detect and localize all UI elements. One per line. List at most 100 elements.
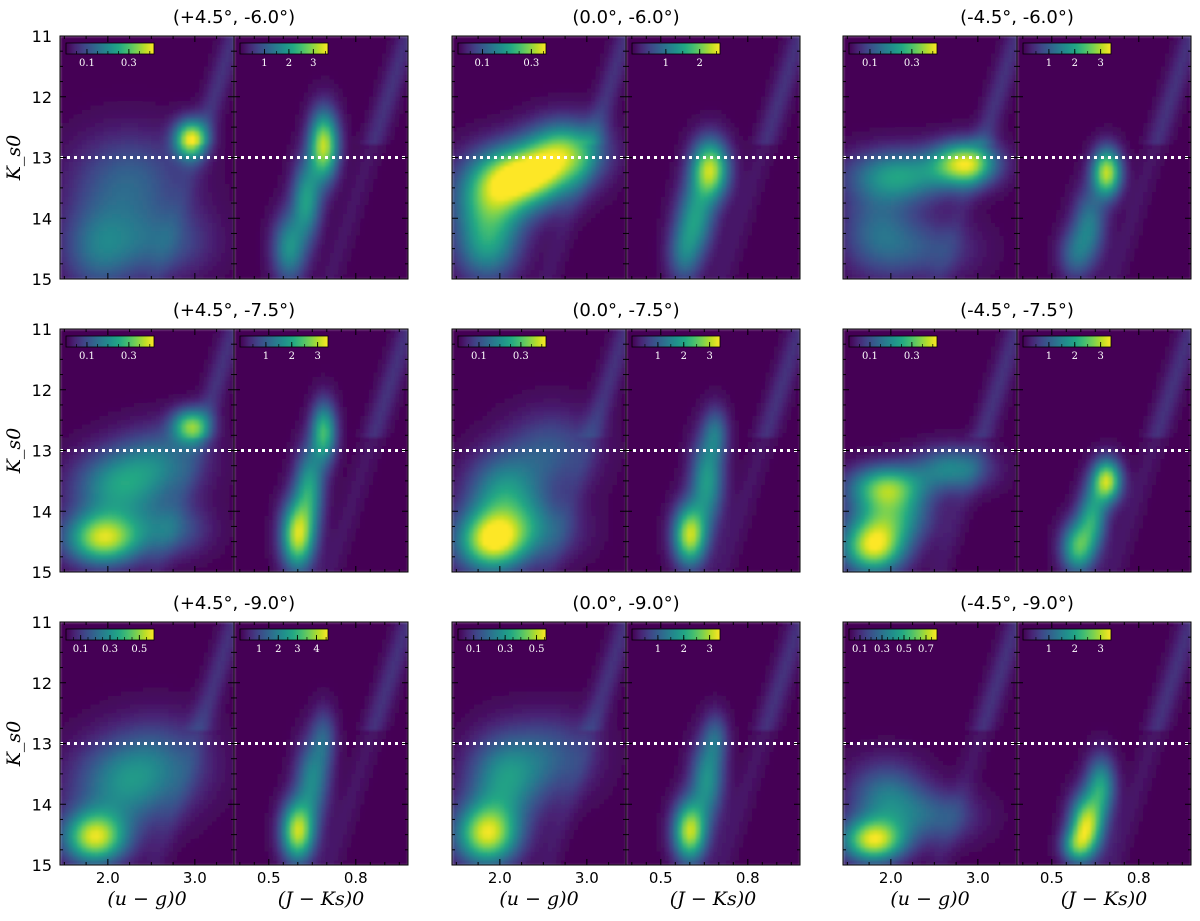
colorbar-tick-label: 2 (1072, 58, 1078, 69)
panel-4: (0.0°, -7.5°) (572, 300, 679, 321)
colorbar-tick-label: 1 (256, 644, 262, 655)
colorbar-tick-label: 0.1 (862, 58, 878, 69)
y-tick-label: 15 (32, 856, 52, 875)
colorbar-tick-label: 0.1 (466, 644, 482, 655)
colorbar-tick-label: 3 (294, 644, 300, 655)
x-tick-label: 3.0 (183, 869, 207, 887)
y-tick-label: 14 (32, 209, 52, 228)
y-axis-label-text: K_s0 (3, 721, 25, 768)
colorbar-tick-label: 0.3 (523, 58, 539, 69)
colorbar-tick-label: 2 (275, 644, 281, 655)
colorbar-tick-label: 0.1 (474, 58, 490, 69)
x-tick-label: 3.0 (575, 869, 599, 887)
colorbar-tick-label: 1 (655, 644, 661, 655)
subplot-left-6: 0.1 0.3 0.5 (60, 622, 235, 866)
colorbar (66, 43, 154, 54)
colorbar (849, 336, 937, 347)
x-tick-label: 0.5 (649, 869, 673, 887)
y-tick-label: 12 (32, 381, 52, 400)
y-tick-label: 11 (32, 27, 52, 46)
panel-title: (-4.5°, -7.5°) (960, 300, 1074, 321)
panel-title: (-4.5°, -6.0°) (960, 7, 1074, 28)
subplot-right-6: 1 2 3 4 (234, 622, 409, 866)
colorbar-tick-label: 0.1 (73, 644, 89, 655)
x-tick-label: 0.8 (736, 869, 760, 887)
panel-title: (0.0°, -6.0°) (572, 7, 679, 28)
colorbar (240, 629, 328, 640)
x-tick-label: 0.8 (1127, 869, 1151, 887)
panel-title: (+4.5°, -6.0°) (173, 7, 295, 28)
panel-title: (+4.5°, -9.0°) (173, 593, 295, 614)
subplot-left-7: 0.1 0.3 0.5 (452, 622, 627, 866)
y-axis-label-text: K_s0 (3, 428, 25, 475)
colorbar-tick-label: 2 (1072, 351, 1078, 362)
colorbar-tick-label: 0.7 (918, 644, 934, 655)
y-axis-label: K_s0 (3, 721, 25, 768)
panel-5: (-4.5°, -7.5°) (960, 300, 1074, 321)
y-tick-label: 11 (32, 613, 52, 632)
colorbar-tick-label: 1 (1046, 644, 1052, 655)
colorbar-tick-label: 1 (261, 58, 267, 69)
colorbar (458, 629, 546, 640)
colorbar-tick-label: 0.3 (102, 644, 118, 655)
colorbar-tick-label: 3 (1097, 58, 1103, 69)
colorbar-tick-label: 3 (706, 644, 712, 655)
y-tick-label: 12 (32, 88, 52, 107)
y-tick-label: 13 (32, 149, 52, 168)
colorbar-tick-label: 0.5 (131, 644, 147, 655)
colorbar-tick-label: 0.1 (471, 351, 487, 362)
colorbar-tick-label: 0.3 (874, 644, 890, 655)
subplot-right-5: 1 2 3 (1017, 329, 1192, 573)
colorbar-tick-label: 3 (706, 351, 712, 362)
x-tick-label: 3.0 (966, 869, 990, 887)
y-tick-label: 14 (32, 795, 52, 814)
colorbar (632, 43, 720, 54)
colorbar-tick-label: 3 (1097, 351, 1103, 362)
colorbar (66, 336, 154, 347)
colorbar-tick-label: 2 (697, 58, 703, 69)
colorbar-tick-label: 0.3 (497, 644, 513, 655)
colorbar-tick-label: 2 (1072, 644, 1078, 655)
colorbar (240, 43, 328, 54)
colorbar-tick-label: 2 (681, 644, 687, 655)
panel-title: (0.0°, -7.5°) (572, 300, 679, 321)
y-tick-label: 13 (32, 735, 52, 754)
colorbar-tick-label: 2 (286, 58, 292, 69)
y-axis-label: K_s0 (3, 428, 25, 475)
panel-1: (0.0°, -6.0°) (572, 7, 679, 28)
colorbar-tick-label: 0.5 (896, 644, 912, 655)
y-tick-label: 12 (32, 674, 52, 693)
x-tick-label: 2.0 (96, 869, 120, 887)
colorbar-tick-label: 0.3 (904, 351, 920, 362)
colorbar-tick-label: 4 (313, 644, 319, 655)
x-tick-label: 0.8 (344, 869, 368, 887)
y-tick-label: 15 (32, 270, 52, 289)
subplot-left-8: 0.1 0.3 0.5 0.7 (843, 622, 1018, 866)
colorbar-tick-label: 2 (681, 351, 687, 362)
colorbar-tick-label: 0.5 (529, 644, 545, 655)
x-axis-label: (u − g)0 (107, 888, 186, 910)
colorbar (458, 43, 546, 54)
colorbar-tick-label: 1 (655, 351, 661, 362)
y-tick-label: 14 (32, 502, 52, 521)
x-tick-label: 0.5 (257, 869, 281, 887)
colorbar-tick-label: 3 (314, 351, 320, 362)
y-tick-label: 15 (32, 563, 52, 582)
colorbar-tick-label: 1 (1046, 351, 1052, 362)
x-tick-label: 2.0 (488, 869, 512, 887)
colorbar-tick-label: 0.1 (852, 644, 868, 655)
x-axis-label: (u − g)0 (499, 888, 578, 910)
x-tick-label: 2.0 (879, 869, 903, 887)
x-axis-label: (u − g)0 (890, 888, 969, 910)
panel-title: (-4.5°, -9.0°) (960, 593, 1074, 614)
colorbar-tick-label: 1 (663, 58, 669, 69)
